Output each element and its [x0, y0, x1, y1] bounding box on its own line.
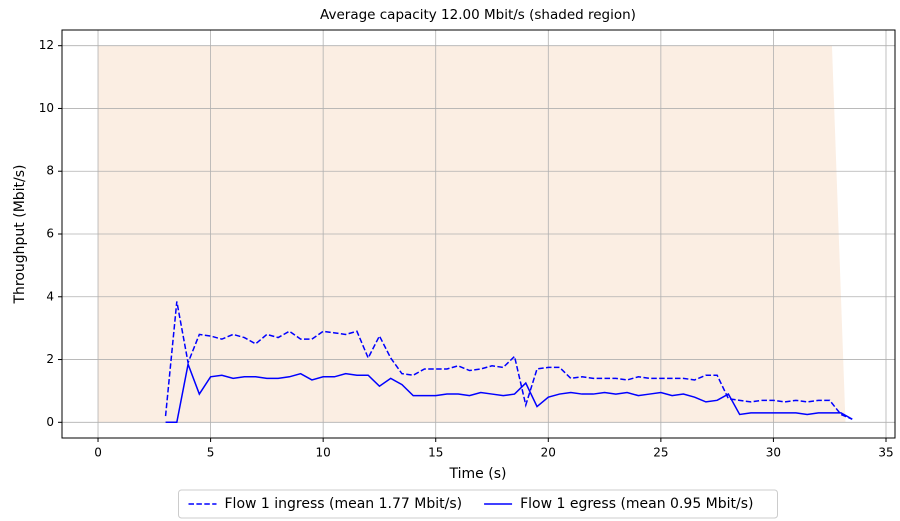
x-tick-label: 30 [766, 446, 781, 460]
y-tick-label: 10 [39, 101, 54, 115]
legend-box [178, 489, 778, 519]
y-tick-label: 6 [46, 227, 54, 241]
y-tick-label: 12 [39, 38, 54, 52]
plot-frame [61, 29, 896, 439]
chart-title: Average capacity 12.00 Mbit/s (shaded re… [320, 7, 636, 23]
y-tick-label: 8 [46, 164, 54, 178]
x-axis-label: Time (s) [449, 466, 507, 482]
x-tick-label: 0 [94, 446, 102, 460]
y-tick-label: 4 [46, 289, 54, 303]
x-tick-label: 15 [428, 446, 443, 460]
legend-label: Flow 1 egress (mean 0.95 Mbit/s) [520, 496, 753, 512]
x-tick-label: 5 [207, 446, 215, 460]
x-tick-label: 35 [878, 446, 893, 460]
y-axis-label: Throughput (Mbit/s) [12, 164, 28, 304]
x-tick-label: 25 [653, 446, 668, 460]
y-tick-label: 0 [46, 415, 54, 429]
x-tick-label: 20 [541, 446, 556, 460]
legend: Flow 1 ingress (mean 1.77 Mbit/s) Flow 1 … [178, 489, 778, 519]
x-tick-label: 10 [316, 446, 331, 460]
legend-label: Flow 1 ingress (mean 1.77 Mbit/s) [225, 496, 463, 512]
y-tick-label: 2 [46, 352, 54, 366]
data-line [165, 361, 853, 424]
data-line [164, 301, 853, 420]
